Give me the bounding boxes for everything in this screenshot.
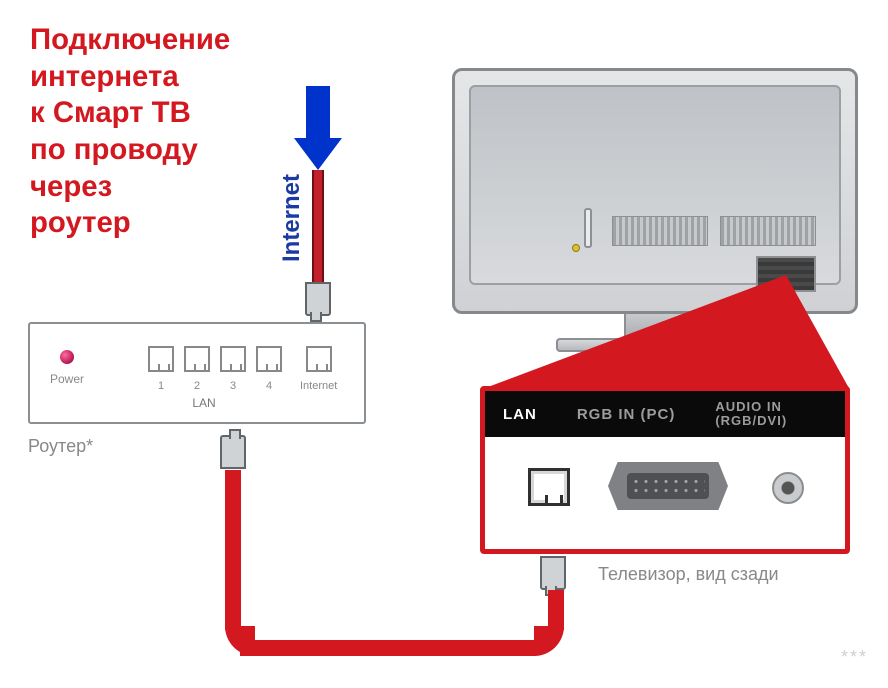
port-panel-header: LAN RGB IN (PC) AUDIO IN(RGB/DVI) [485, 391, 845, 437]
audio-jack-icon [772, 472, 804, 504]
router-caption: Роутер* [28, 436, 93, 457]
router-lan-port [184, 346, 210, 372]
watermark: *** [841, 647, 868, 668]
router-internet-port [306, 346, 332, 372]
router-port-number: 3 [230, 380, 236, 392]
vga-port-icon [608, 462, 728, 510]
rgb-port-label: RGB IN (PC) [577, 406, 676, 423]
router-power-led [60, 350, 74, 364]
router-internet-port-label: Internet [300, 380, 337, 392]
lan-cable-corner [225, 626, 255, 656]
diagram-title: Подключение интернета к Смарт ТВ по пров… [30, 22, 230, 242]
router-port-number: 4 [266, 380, 272, 392]
tv-back-plate [469, 85, 841, 285]
rj45-plug-internet [305, 282, 331, 316]
internet-arrow-head [294, 138, 342, 170]
router-port-number: 1 [158, 380, 164, 392]
tv-stand-foot [556, 338, 756, 352]
router-power-label: Power [50, 372, 84, 386]
lan-cable-segment [548, 590, 564, 630]
lan-cable-segment [240, 640, 536, 656]
lan-port-label: LAN [503, 406, 537, 423]
tv-power-led [572, 244, 580, 252]
internet-cable [312, 170, 324, 282]
rj45-plug-router-out [220, 435, 246, 469]
router-lan-label: LAN [192, 396, 215, 410]
internet-arrow-shaft [306, 86, 330, 138]
tv-vents [720, 216, 816, 246]
router-lan-port [148, 346, 174, 372]
lan-port-icon [528, 468, 570, 506]
router-port-number: 2 [194, 380, 200, 392]
router-lan-port [256, 346, 282, 372]
tv-vents [612, 216, 708, 246]
tv-caption: Телевизор, вид сзади [598, 564, 779, 585]
router-lan-port [220, 346, 246, 372]
tv-slot [584, 208, 592, 248]
audio-port-label: AUDIO IN(RGB/DVI) [715, 400, 787, 427]
lan-cable-corner [534, 626, 564, 656]
internet-label: Internet [278, 174, 306, 262]
lan-cable-segment [225, 470, 241, 630]
rj45-plug-tv [540, 556, 566, 590]
tv-port-area [756, 256, 816, 292]
